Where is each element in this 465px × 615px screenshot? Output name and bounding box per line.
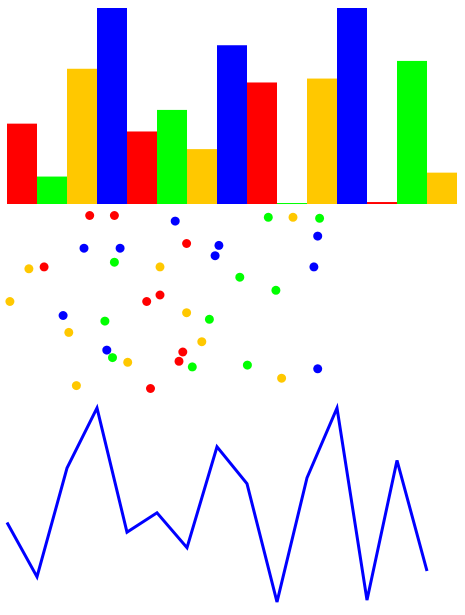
bar-7: [187, 149, 217, 204]
scatter-point-9: [115, 243, 125, 253]
bar-11: [307, 78, 337, 204]
scatter-chart: [5, 211, 325, 393]
scatter-point-15: [39, 262, 49, 272]
scatter-point-25: [64, 327, 74, 337]
scatter-point-31: [123, 357, 133, 367]
scatter-point-39: [313, 364, 323, 374]
bar-9: [247, 82, 277, 204]
scatter-point-38: [277, 373, 287, 383]
scatter-point-10: [182, 239, 192, 248]
scatter-point-14: [24, 264, 34, 274]
scatter-point-22: [271, 285, 281, 295]
bar-12: [337, 8, 367, 204]
scatter-point-16: [155, 262, 165, 272]
scatter-point-30: [108, 353, 117, 363]
line-chart: [5, 402, 429, 603]
scatter-point-28: [197, 337, 207, 347]
scatter-point-37: [146, 384, 155, 393]
scatter-point-35: [242, 360, 252, 370]
scatter-point-33: [174, 356, 184, 366]
scatter-point-23: [58, 311, 68, 320]
scatter-point-20: [142, 297, 152, 306]
scatter-point-26: [100, 316, 110, 326]
scatter-point-3: [170, 216, 180, 226]
bar-chart: [7, 8, 457, 205]
bar-1: [7, 123, 37, 204]
scatter-point-6: [315, 213, 325, 223]
scatter-point-1: [85, 211, 95, 220]
scatter-point-2: [109, 211, 119, 220]
bar-2: [37, 176, 67, 204]
scatter-point-17: [235, 272, 245, 282]
scatter-point-7: [313, 231, 323, 241]
scatter-point-4: [263, 212, 273, 222]
bar-3: [67, 68, 97, 204]
bar-5: [127, 131, 157, 204]
scatter-point-12: [210, 251, 220, 261]
scatter-point-34: [187, 362, 197, 372]
scatter-point-29: [102, 345, 112, 355]
bar-13: [367, 202, 397, 204]
scatter-point-27: [204, 314, 214, 324]
bar-15: [427, 172, 457, 204]
scatter-point-32: [178, 347, 188, 357]
bar-4: [97, 8, 127, 204]
line-series-1: [5, 402, 429, 603]
bar-6: [157, 109, 187, 204]
scatter-point-18: [309, 262, 319, 272]
scatter-point-21: [155, 290, 165, 300]
bar-14: [397, 60, 427, 204]
scatter-point-24: [182, 308, 192, 318]
scatter-point-11: [214, 240, 224, 250]
scatter-point-36: [71, 381, 81, 391]
scatter-point-5: [288, 212, 298, 222]
scatter-point-8: [79, 243, 89, 253]
scatter-point-19: [5, 297, 15, 306]
bar-10: [277, 203, 307, 205]
bar-8: [217, 45, 247, 204]
scatter-point-13: [109, 257, 119, 267]
